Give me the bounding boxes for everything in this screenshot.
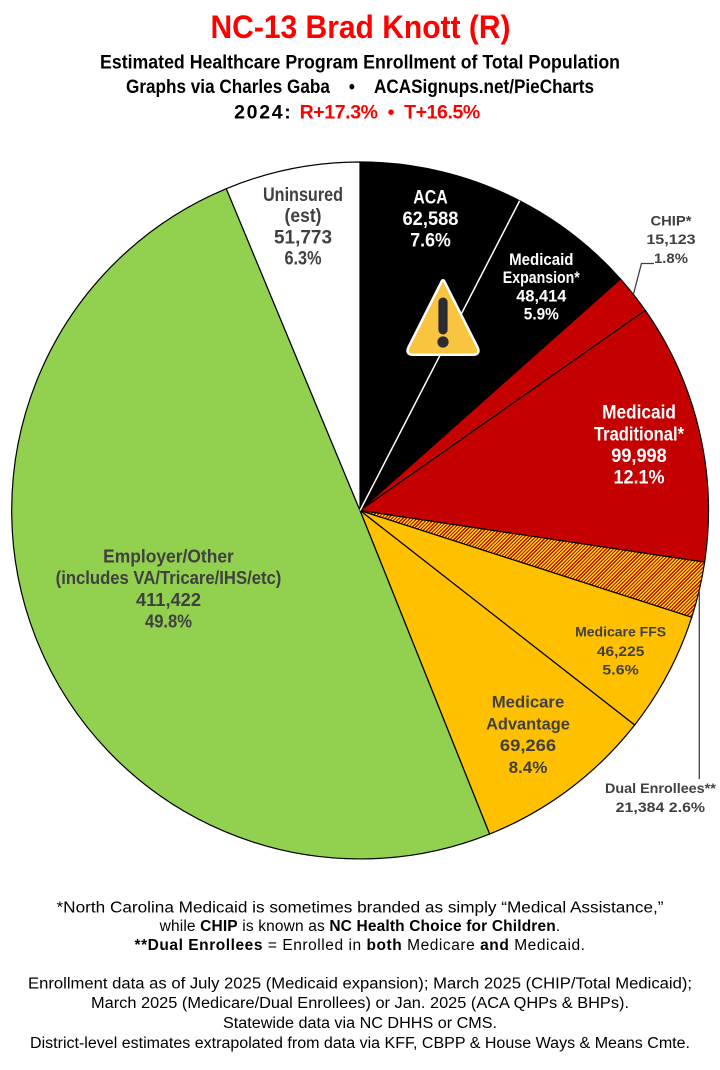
svg-text:NC-13 Brad Knott (R): NC-13 Brad Knott (R): [211, 9, 511, 45]
svg-text:while CHIP is known as NC Heal: while CHIP is known as NC Health Choice …: [159, 918, 561, 935]
svg-text:51,773: 51,773: [274, 226, 332, 248]
svg-text:5.9%: 5.9%: [524, 306, 559, 324]
svg-text:1.8%: 1.8%: [654, 250, 689, 266]
svg-text:49.8%: 49.8%: [145, 612, 192, 632]
svg-text:CHIP*: CHIP*: [651, 212, 693, 228]
svg-text:21,384 2.6%: 21,384 2.6%: [616, 799, 706, 815]
svg-text:69,266: 69,266: [500, 737, 556, 755]
svg-text:Estimated Healthcare Program E: Estimated Healthcare Program Enrollment …: [100, 51, 620, 73]
svg-text:Medicare FFS: Medicare FFS: [575, 623, 666, 639]
svg-text:8.4%: 8.4%: [509, 759, 548, 777]
svg-text:Uninsured: Uninsured: [263, 184, 343, 206]
svg-text:12.1%: 12.1%: [614, 467, 665, 489]
svg-text:6.3%: 6.3%: [285, 248, 322, 270]
svg-text:46,225: 46,225: [597, 643, 645, 659]
svg-text:5.6%: 5.6%: [602, 662, 639, 678]
svg-text:62,588: 62,588: [403, 208, 459, 230]
svg-text:48,414: 48,414: [516, 287, 567, 305]
svg-text:Medicaid: Medicaid: [602, 402, 676, 424]
svg-text:Medicare: Medicare: [492, 694, 565, 712]
svg-text:Employer/Other: Employer/Other: [103, 546, 234, 566]
svg-text:Medicaid: Medicaid: [509, 251, 573, 269]
svg-text:(est): (est): [285, 205, 322, 227]
svg-text:7.6%: 7.6%: [410, 230, 451, 252]
svg-text:District-level estimates extra: District-level estimates extrapolated fr…: [30, 1035, 690, 1052]
svg-text:Traditional*: Traditional*: [594, 423, 684, 445]
svg-text:ACA: ACA: [413, 187, 448, 209]
svg-text:411,422: 411,422: [136, 590, 201, 610]
svg-text:*North Carolina Medicaid is so: *North Carolina Medicaid is sometimes br…: [57, 899, 664, 916]
svg-text:99,998: 99,998: [611, 445, 667, 467]
svg-text:(includes VA/Tricare/IHS/etc): (includes VA/Tricare/IHS/etc): [56, 568, 282, 588]
svg-text:March 2025 (Medicare/Dual Enro: March 2025 (Medicare/Dual Enrollees) or …: [91, 995, 629, 1012]
svg-text:Enrollment data as of July 202: Enrollment data as of July 2025 (Medicai…: [28, 975, 692, 992]
svg-text:Expansion*: Expansion*: [503, 269, 580, 287]
svg-text:**Dual Enrollees = Enrolled in: **Dual Enrollees = Enrolled in both Medi…: [134, 937, 585, 954]
svg-text:Statewide data via NC DHHS or: Statewide data via NC DHHS or CMS.: [223, 1015, 497, 1032]
svg-text:Dual Enrollees**: Dual Enrollees**: [605, 780, 716, 796]
svg-text:2024: R+17.3% • T+16.5%: 2024: R+17.3% • T+16.5%: [234, 101, 480, 123]
svg-text:Graphs via Charles Gaba •: Graphs via Charles Gaba • ACASignups.net…: [126, 76, 594, 98]
svg-text:15,123: 15,123: [646, 231, 696, 247]
svg-text:Advantage: Advantage: [486, 715, 570, 733]
